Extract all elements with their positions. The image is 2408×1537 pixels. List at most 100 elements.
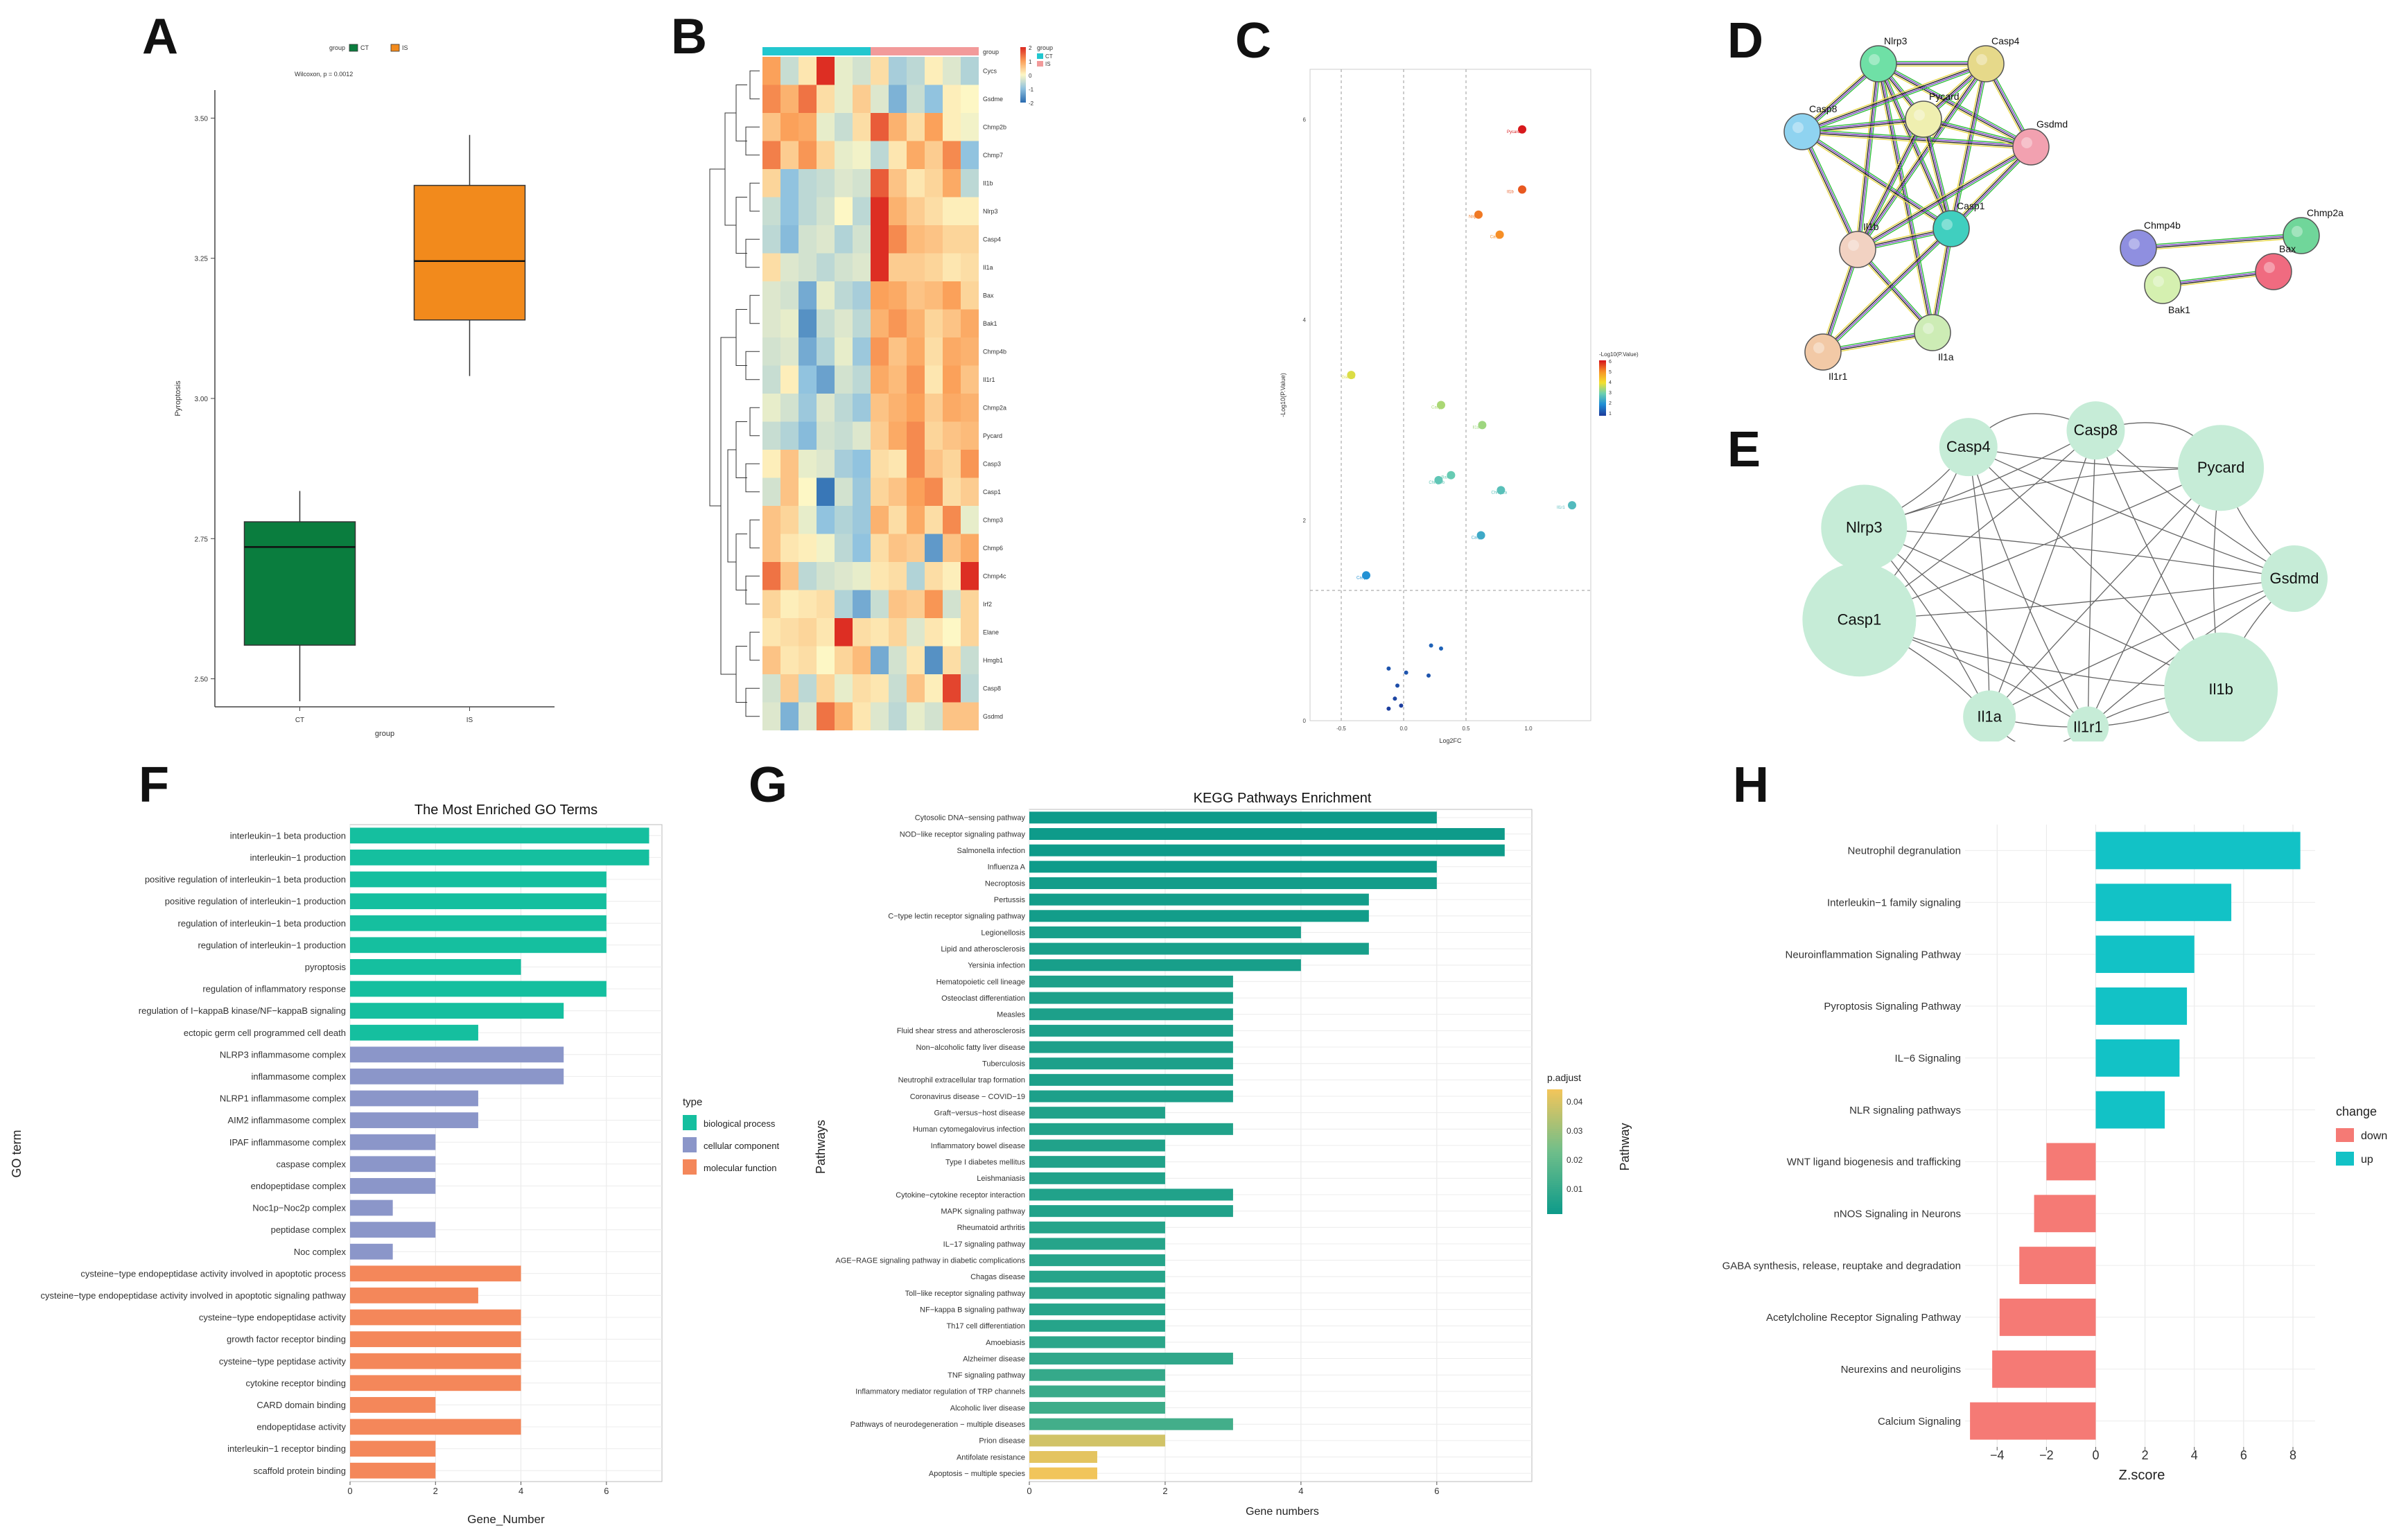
c-colorbar-step <box>1599 373 1606 374</box>
h-category-label: IL−6 Signaling <box>1895 1053 1962 1064</box>
b-colorbar-step <box>1020 87 1026 89</box>
c-colorbar-step <box>1599 388 1606 389</box>
h-xtick-label: 2 <box>2142 1448 2149 1462</box>
b-heat-cell <box>943 85 961 113</box>
b-dendrogram-branch <box>749 519 760 549</box>
b-heat-cell <box>907 85 925 113</box>
f-bar <box>350 1265 521 1282</box>
b-heat-cell <box>799 618 817 647</box>
d-node-glare <box>2129 238 2140 249</box>
b-heat-cell <box>762 702 780 730</box>
f-category-label: ectopic germ cell programmed cell death <box>184 1028 346 1038</box>
g-colorbar-step <box>1547 1156 1562 1158</box>
b-group-cell <box>907 47 925 55</box>
b-heat-cell <box>889 590 907 618</box>
h-category-label: Calcium Signaling <box>1878 1416 1961 1428</box>
g-colorbar-step <box>1547 1200 1562 1202</box>
h-bar <box>2095 987 2188 1025</box>
b-heat-cell <box>762 562 780 590</box>
g-xtick-label: 4 <box>1298 1486 1303 1496</box>
c-colorbar-step <box>1599 370 1606 371</box>
f-xtick-label: 2 <box>433 1486 438 1496</box>
c-point <box>1439 646 1443 651</box>
f-category-label: regulation of interleukin−1 beta product… <box>178 918 346 929</box>
b-heat-cell <box>943 169 961 197</box>
c-colorbar-step <box>1599 371 1606 373</box>
b-heat-cell <box>871 618 889 647</box>
c-ytick-label: 4 <box>1303 317 1307 324</box>
b-colorbar-step <box>1020 57 1026 58</box>
f-category-label: positive regulation of interleukin−1 pro… <box>165 896 346 906</box>
g-colorbar-step <box>1547 1102 1562 1104</box>
b-colorbar-step <box>1020 64 1026 65</box>
f-category-label: cysteine−type endopeptidase activity inv… <box>41 1290 347 1301</box>
e-edge <box>1864 467 2222 529</box>
b-heat-cell <box>943 674 961 703</box>
c-colorbar-step <box>1599 413 1606 414</box>
e-node-il1a <box>1963 690 2016 741</box>
d-edge <box>1856 118 1923 249</box>
a-legend-swatch <box>349 44 358 52</box>
b-heat-cell <box>835 197 853 225</box>
f-category-label: regulation of inflammatory response <box>202 984 346 994</box>
b-heat-cell <box>925 85 943 113</box>
d-edge <box>1858 248 1934 333</box>
g-category-label: Inflammatory mediator regulation of TRP … <box>855 1388 1025 1396</box>
g-category-label: Lipid and atherosclerosis <box>941 945 1025 954</box>
b-heat-cell <box>817 590 835 618</box>
b-heat-cell <box>889 225 907 254</box>
e-node-label: Gsdmd <box>2270 570 2319 587</box>
b-colorbar-step <box>1020 79 1026 80</box>
b-heat-cell <box>762 281 780 310</box>
b-dendrogram-branch <box>745 575 760 605</box>
b-heat-cell <box>780 309 799 337</box>
d-edge <box>1859 64 1881 250</box>
g-colorbar-step <box>1547 1106 1562 1108</box>
g-colorbar-step <box>1547 1158 1562 1160</box>
f-bar <box>350 1024 478 1041</box>
d-edge <box>2163 273 2274 288</box>
c-colorbar-step <box>1599 412 1606 413</box>
f-category-label: Noc complex <box>294 1247 347 1257</box>
g-category-label: Prion disease <box>979 1437 1025 1446</box>
h-category-label: nNOS Signaling in Neurons <box>1834 1209 1961 1220</box>
g-colorbar-step <box>1547 1098 1562 1100</box>
f-category-label: peptidase complex <box>271 1224 347 1235</box>
b-heat-cell <box>889 506 907 534</box>
b-heat-cell <box>943 225 961 254</box>
b-dendrogram-branch <box>749 182 760 212</box>
b-heat-cell <box>889 562 907 590</box>
b-row-label: Hmgb1 <box>983 657 1003 664</box>
b-heat-cell <box>907 141 925 169</box>
d-edge <box>1855 118 1922 249</box>
g-y-label: Pathways <box>814 1120 828 1174</box>
h-legend-label: down <box>2361 1130 2387 1142</box>
b-row-label: Bak1 <box>983 320 997 327</box>
b-heat-cell <box>889 618 907 647</box>
b-heat-cell <box>925 590 943 618</box>
b-heat-cell <box>780 506 799 534</box>
b-heat-cell <box>853 506 871 534</box>
b-colorbar-step <box>1020 101 1026 103</box>
b-heat-cell <box>889 450 907 478</box>
g-bar <box>1029 844 1505 857</box>
panel-label-d: D <box>1727 13 1763 69</box>
b-dendrogram-branch <box>745 463 760 493</box>
b-heat-cell <box>762 646 780 674</box>
b-dendrogram-branch <box>745 126 760 156</box>
b-heat-cell <box>925 618 943 647</box>
b-heat-cell <box>853 281 871 310</box>
g-colorbar-step <box>1547 1139 1562 1141</box>
b-heat-cell <box>961 394 979 422</box>
b-heat-cell <box>961 197 979 225</box>
b-heat-cell <box>780 197 799 225</box>
g-colorbar-step <box>1547 1185 1562 1187</box>
c-point <box>1497 486 1506 495</box>
b-heat-cell <box>907 337 925 366</box>
g-colorbar-step <box>1547 1170 1562 1172</box>
g-category-label: Type I diabetes mellitus <box>945 1159 1025 1167</box>
g-bar <box>1029 1467 1097 1479</box>
f-legend-swatch <box>683 1137 697 1152</box>
g-colorbar-step <box>1547 1118 1562 1121</box>
b-heat-cell <box>853 197 871 225</box>
